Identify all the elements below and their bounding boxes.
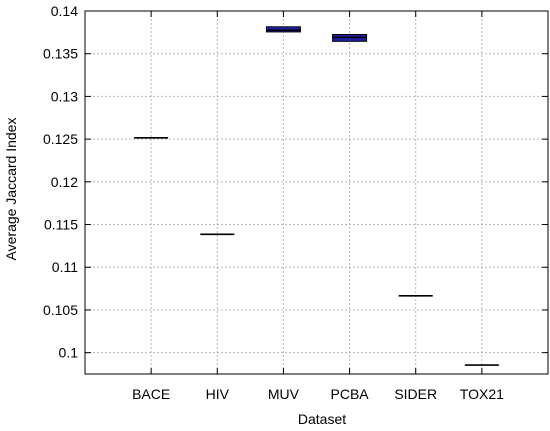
plot-border bbox=[84, 10, 549, 375]
x-tick-label: TOX21 bbox=[460, 386, 504, 402]
x-tick-label: SIDER bbox=[394, 386, 437, 402]
x-axis-title: Dataset bbox=[298, 411, 346, 427]
y-tick-label: 0.115 bbox=[44, 217, 78, 233]
y-tick-label: 0.125 bbox=[43, 131, 78, 147]
y-tick-label: 0.1 bbox=[59, 345, 79, 361]
tick-labels: 0.1 0.105 0.11 0.115 0.12 0.125 0.13 0.135 0.14 B… bbox=[43, 3, 504, 402]
x-tick-label: BACE bbox=[132, 386, 170, 402]
x-tick-label: PCBA bbox=[331, 386, 370, 402]
x-tick-label: MUV bbox=[268, 386, 300, 402]
x-tick-label: HIV bbox=[206, 386, 230, 402]
box-series bbox=[134, 26, 499, 366]
y-tick-label: 0.11 bbox=[52, 259, 78, 275]
y-axis-title: Average Jaccard Index bbox=[3, 118, 19, 261]
y-tick-label: 0.105 bbox=[43, 302, 78, 318]
gridlines bbox=[85, 10, 548, 374]
box-muv bbox=[265, 26, 301, 33]
y-tick-label: 0.14 bbox=[51, 3, 78, 19]
y-tick-label: 0.135 bbox=[43, 46, 78, 62]
axes bbox=[84, 10, 549, 375]
y-tick-label: 0.13 bbox=[51, 88, 78, 104]
y-tick-label: 0.12 bbox=[51, 174, 78, 190]
